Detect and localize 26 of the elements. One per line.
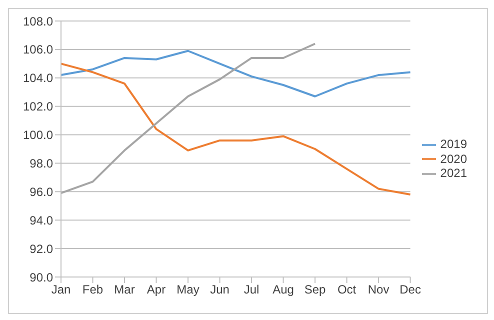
x-tick-label: Sep [304, 282, 326, 297]
y-tick-label: 106.0 [22, 42, 54, 57]
legend-label: 2019 [440, 136, 467, 151]
x-tick-label: Dec [400, 282, 421, 297]
legend-label: 2021 [440, 166, 467, 180]
y-tick-label: 100.0 [22, 128, 54, 142]
x-tick-label: May [176, 282, 200, 297]
x-tick-label: Jun [210, 282, 230, 297]
y-tick-label: 96.0 [30, 184, 54, 199]
y-tick-label: 108.0 [22, 14, 54, 28]
x-tick-label: Nov [368, 282, 390, 297]
x-tick-label: Feb [82, 282, 104, 297]
legend-label: 2020 [440, 152, 467, 166]
line-series [60, 42, 316, 194]
x-tick-label: Apr [146, 282, 166, 297]
x-tick-label: Jan [51, 282, 71, 297]
y-tick-label: 90.0 [30, 270, 54, 284]
x-tick-label: Jul [244, 282, 260, 297]
y-tick-label: 102.0 [22, 100, 54, 114]
y-tick-label: 92.0 [30, 242, 54, 256]
x-tick-label: Mar [114, 282, 135, 297]
x-tick-label: Oct [337, 282, 357, 297]
x-tick-label: Aug [272, 282, 294, 297]
y-tick-label: 94.0 [30, 213, 54, 228]
y-tick-label: 98.0 [30, 156, 54, 170]
y-tick-label: 104.0 [22, 71, 54, 86]
